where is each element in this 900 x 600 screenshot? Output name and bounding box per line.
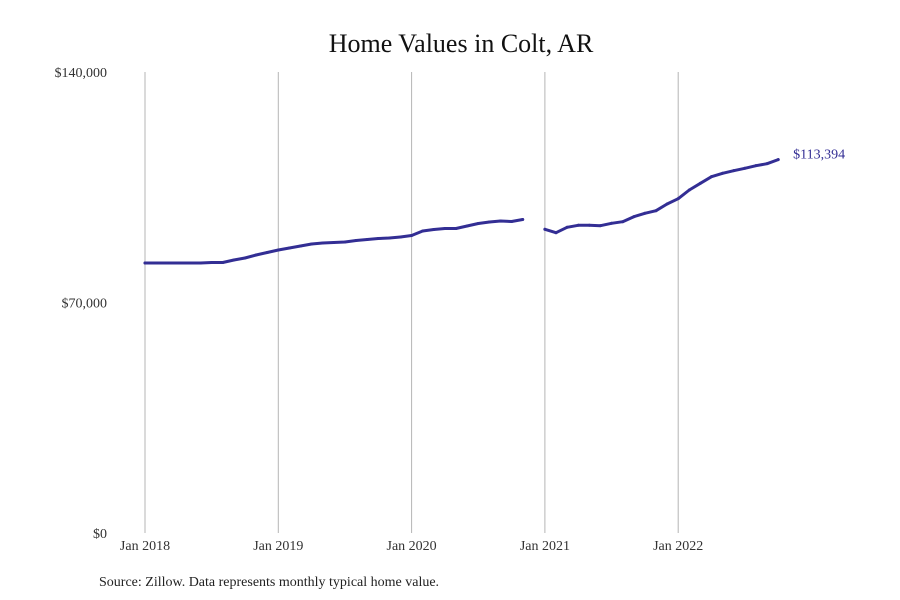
end-value-label: $113,394 [793,148,845,163]
data-point [343,240,347,244]
data-point [443,226,447,230]
data-point [632,215,636,219]
data-point [587,223,591,227]
data-point [654,209,658,213]
x-tick-label: Jan 2021 [520,539,570,554]
source-note: Source: Zillow. Data represents monthly … [99,575,439,590]
data-point [199,261,203,265]
data-point [310,242,314,246]
data-point [354,238,358,242]
data-point [565,225,569,229]
data-point [698,181,702,185]
data-point [576,223,580,227]
y-axis: $0 $70,000 $140,000 [55,66,108,542]
data-point [398,235,402,239]
data-point [476,221,480,225]
data-point [376,236,380,240]
data-point [287,246,291,250]
series-segment [543,158,780,235]
y-tick-label: $140,000 [55,66,108,81]
data-point [387,236,391,240]
data-point [510,219,514,223]
data-point [554,231,558,235]
data-point [410,233,414,237]
data-point [610,221,614,225]
data-point [154,261,158,265]
data-point [743,166,747,170]
data-point [143,261,147,265]
data-point [498,219,502,223]
data-point [543,227,547,231]
data-point [465,224,469,228]
data-point [665,202,669,206]
data-point [676,197,680,201]
data-point [276,248,280,252]
data-point [232,258,236,262]
data-point [598,224,602,228]
data-point [754,164,758,168]
data-point [254,253,258,257]
data-point [210,260,214,264]
x-tick-label: Jan 2020 [387,539,437,554]
data-point [365,237,369,241]
series-line [143,158,780,265]
data-point [454,226,458,230]
x-tick-label: Jan 2018 [120,539,170,554]
data-point [776,158,780,162]
y-tick-label: $0 [93,527,107,542]
data-point [332,240,336,244]
data-point [187,261,191,265]
data-point [643,211,647,215]
data-point [765,162,769,166]
data-point [165,261,169,265]
x-axis: Jan 2018 Jan 2019 Jan 2020 Jan 2021 Jan 2022 [120,539,703,554]
data-point [321,241,325,245]
data-point [621,220,625,224]
chart-title: Home Values in Colt, AR [329,29,594,58]
x-tick-label: Jan 2019 [253,539,303,554]
data-point [299,244,303,248]
data-point [521,217,525,221]
x-tick-label: Jan 2022 [653,539,703,554]
data-point [176,261,180,265]
y-tick-label: $70,000 [62,297,108,312]
data-point [421,229,425,233]
data-point [721,171,725,175]
data-point [221,260,225,264]
data-point [243,256,247,260]
data-point [710,175,714,179]
data-point [432,227,436,231]
gridlines [144,72,679,533]
data-point [487,220,491,224]
data-point [732,169,736,173]
data-point [687,188,691,192]
data-point [265,250,269,254]
